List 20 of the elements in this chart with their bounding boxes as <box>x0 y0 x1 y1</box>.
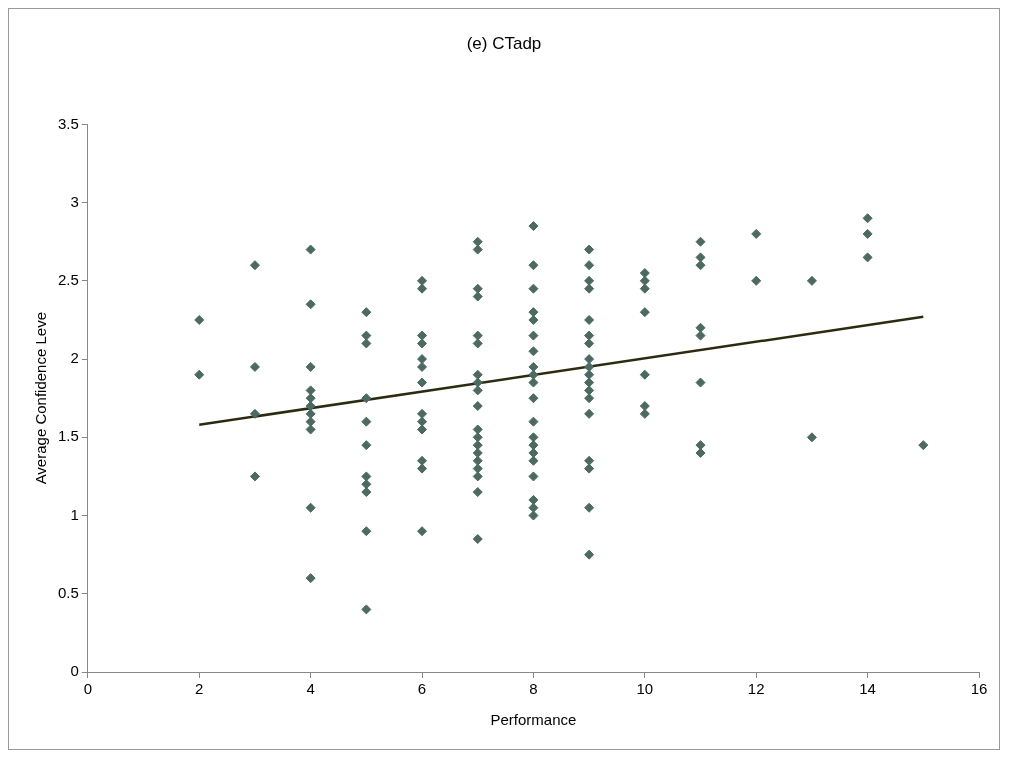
x-tick-label: 10 <box>636 680 654 698</box>
chart-title: (e) CTadp <box>466 33 542 53</box>
x-axis-title: Performance <box>490 711 577 729</box>
y-tick-label: 2 <box>70 349 79 367</box>
x-tick-label: 0 <box>83 680 93 698</box>
x-tick-label: 8 <box>529 680 538 698</box>
x-tick-label: 16 <box>970 680 988 698</box>
y-tick-label: 2.5 <box>57 271 79 288</box>
y-tick-label: 1.5 <box>57 427 79 445</box>
x-tick-label: 14 <box>859 680 876 698</box>
x-tick-label: 12 <box>747 680 765 698</box>
y-axis-title: Average Confidence Leve <box>32 312 50 485</box>
x-tick-label: 6 <box>417 680 427 698</box>
y-tick-label: 0 <box>70 662 79 680</box>
y-tick-label: 3.5 <box>57 114 79 132</box>
y-tick-label: 3 <box>70 192 79 210</box>
y-tick-label: 1 <box>70 505 79 523</box>
x-tick-label: 2 <box>195 680 204 698</box>
x-tick-label: 4 <box>306 680 315 698</box>
y-tick-label: 0.5 <box>57 583 79 601</box>
